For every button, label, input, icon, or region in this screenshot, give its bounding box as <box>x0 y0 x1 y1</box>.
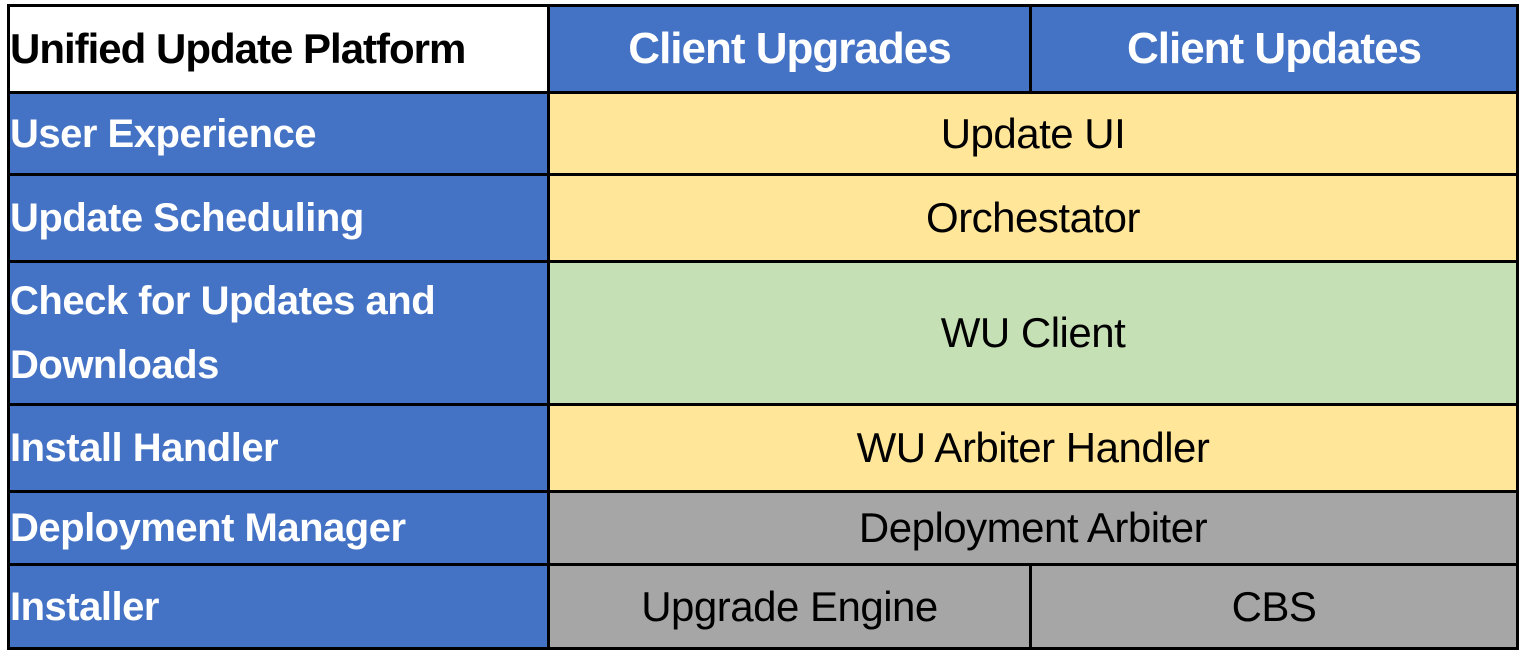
row-label-check-for-updates-and-downloads: Check for Updates and Downloads <box>7 260 550 406</box>
row-label-user-experience: User Experience <box>7 91 550 176</box>
column-header-client-upgrades: Client Upgrades <box>547 4 1032 94</box>
cell-wu-client: WU Client <box>547 260 1519 406</box>
table-row: Check for Updates and Downloads WU Clien… <box>7 260 1519 406</box>
row-label-update-scheduling: Update Scheduling <box>7 173 550 263</box>
uup-architecture-table: Unified Update Platform Client Upgrades … <box>7 4 1519 650</box>
cell-deployment-arbiter: Deployment Arbiter <box>547 490 1519 566</box>
header-row: Unified Update Platform Client Upgrades … <box>7 4 1519 94</box>
cell-wu-arbiter-handler: WU Arbiter Handler <box>547 403 1519 493</box>
cell-update-ui: Update UI <box>547 91 1519 176</box>
table-row: Deployment Manager Deployment Arbiter <box>7 490 1519 566</box>
table-row: Installer Upgrade Engine CBS <box>7 563 1519 650</box>
cell-orchestator: Orchestator <box>547 173 1519 263</box>
table-row: Install Handler WU Arbiter Handler <box>7 403 1519 493</box>
table-row: Update Scheduling Orchestator <box>7 173 1519 263</box>
column-header-client-updates: Client Updates <box>1029 4 1519 94</box>
row-label-install-handler: Install Handler <box>7 403 550 493</box>
table-row: User Experience Update UI <box>7 91 1519 176</box>
cell-cbs: CBS <box>1029 563 1519 650</box>
page-title: Unified Update Platform <box>7 4 550 94</box>
row-label-deployment-manager: Deployment Manager <box>7 490 550 566</box>
row-label-installer: Installer <box>7 563 550 650</box>
cell-upgrade-engine: Upgrade Engine <box>547 563 1032 650</box>
